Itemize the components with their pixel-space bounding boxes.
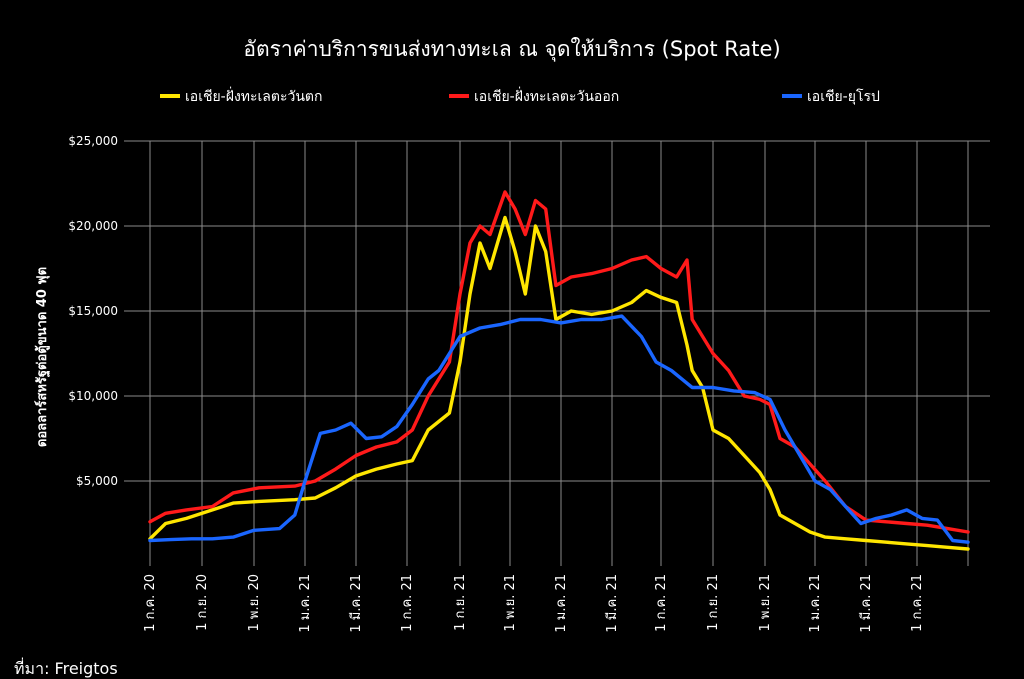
chart-title: อัตราค่าบริการขนส่งทางทะเล ณ จุดให้บริกา… [243, 37, 780, 62]
legend-label: เอเชีย-ยุโรป [807, 88, 880, 105]
y-gridlines [124, 140, 990, 482]
x-tick-label: 1 พ.ย. 20 [247, 574, 262, 632]
y-tick-label: $5,000 [76, 474, 118, 488]
x-gridlines [149, 141, 969, 566]
series-line-2 [148, 314, 970, 544]
x-tick-label: 1 ก.ค. 21 [400, 574, 415, 632]
x-tick-label: 1 ก.ย. 20 [195, 574, 210, 631]
x-tick-label: 1 พ.ย. 21 [758, 574, 773, 632]
x-tick-labels: 1 ก.ค. 20 1 ก.ย. 20 1 พ.ย. 20 1 ม.ค. 21 1 มี… [143, 574, 925, 633]
x-tick-label: 1 ก.ค. 20 [143, 574, 158, 632]
y-axis-label: ดอลลาร์สหรัฐต่อตู้ขนาด 40 ฟุต [34, 267, 51, 447]
x-tick-label: 1 ก.ค. 21 [654, 574, 669, 632]
x-tick-label: 1 ก.ย. 21 [706, 574, 721, 631]
legend-label: เอเชีย-ฝั่งทะเลตะวันตก [185, 87, 323, 105]
y-tick-label: $15,000 [68, 304, 118, 318]
legend: เอเชีย-ฝั่งทะเลตะวันตก เอเชีย-ฝั่งทะเลตะว… [160, 87, 880, 105]
legend-label: เอเชีย-ฝั่งทะเลตะวันออก [474, 87, 619, 105]
series-line-1 [148, 190, 970, 534]
y-tick-labels: $5,000 $10,000 $15,000 $20,000 $25,000 [68, 134, 118, 488]
y-tick-label: $25,000 [68, 134, 118, 148]
x-tick-label: 1 พ.ย. 21 [503, 574, 518, 632]
x-tick-label: 1 มี.ค. 21 [348, 574, 364, 633]
y-tick-label: $20,000 [68, 219, 118, 233]
x-tick-label: 1 ม.ค. 21 [298, 574, 313, 633]
series-line-0 [148, 215, 970, 551]
x-tick-label: 1 ม.ค. 21 [808, 574, 823, 633]
x-tick-label: 1 ก.ย. 21 [453, 574, 468, 631]
x-tick-label: 1 ม.ค. 21 [554, 574, 569, 633]
series-layer [148, 190, 970, 551]
x-tick-label: 1 ก.ค. 21 [910, 574, 925, 632]
source-note: ที่มา: Freigtos [14, 657, 118, 678]
x-tick-label: 1 มี.ค. 21 [604, 574, 620, 633]
y-tick-label: $10,000 [68, 389, 118, 403]
x-tick-label: 1 มี.ค. 21 [858, 574, 874, 633]
